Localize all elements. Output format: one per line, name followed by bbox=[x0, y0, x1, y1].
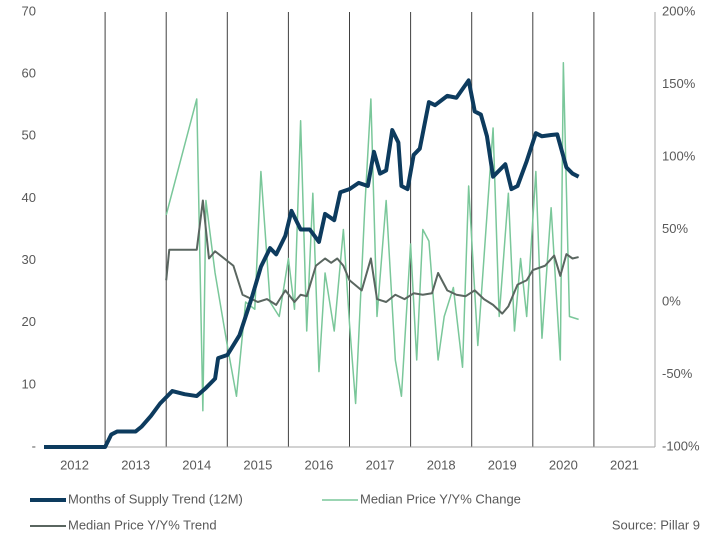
x-tick-label: 2015 bbox=[243, 457, 272, 472]
y2-tick-label: 150% bbox=[662, 76, 696, 91]
x-tick-label: 2013 bbox=[121, 457, 150, 472]
y-tick-label: 10 bbox=[22, 376, 36, 391]
x-tick-label: 2012 bbox=[60, 457, 89, 472]
source-note: Source: Pillar 9 bbox=[612, 517, 700, 532]
y-tick-label: 50 bbox=[22, 128, 36, 143]
x-tick-label: 2018 bbox=[427, 457, 456, 472]
y2-tick-label: -100% bbox=[662, 438, 700, 453]
x-tick-label: 2014 bbox=[182, 457, 211, 472]
y2-tick-label: 0% bbox=[662, 293, 681, 308]
legend-label: Median Price Y/Y% Change bbox=[360, 491, 521, 506]
series-line bbox=[165, 199, 579, 315]
y2-tick-label: 200% bbox=[662, 3, 696, 18]
y-tick-label: 60 bbox=[22, 66, 36, 81]
y-tick-label: - bbox=[32, 438, 36, 453]
y2-tick-label: -50% bbox=[662, 366, 693, 381]
x-tick-label: 2017 bbox=[366, 457, 395, 472]
y-tick-label: 20 bbox=[22, 314, 36, 329]
y2-tick-label: 100% bbox=[662, 148, 696, 163]
x-tick-label: 2016 bbox=[304, 457, 333, 472]
legend-label: Months of Supply Trend (12M) bbox=[68, 491, 243, 506]
y-tick-label: 70 bbox=[22, 3, 36, 18]
y-tick-label: 40 bbox=[22, 190, 36, 205]
series-line bbox=[165, 62, 579, 412]
y-tick-label: 30 bbox=[22, 252, 36, 267]
x-tick-label: 2019 bbox=[488, 457, 517, 472]
y2-tick-label: 50% bbox=[662, 221, 688, 236]
x-tick-label: 2021 bbox=[610, 457, 639, 472]
x-tick-label: 2020 bbox=[549, 457, 578, 472]
legend-label: Median Price Y/Y% Trend bbox=[68, 517, 217, 532]
series-line bbox=[44, 78, 580, 449]
